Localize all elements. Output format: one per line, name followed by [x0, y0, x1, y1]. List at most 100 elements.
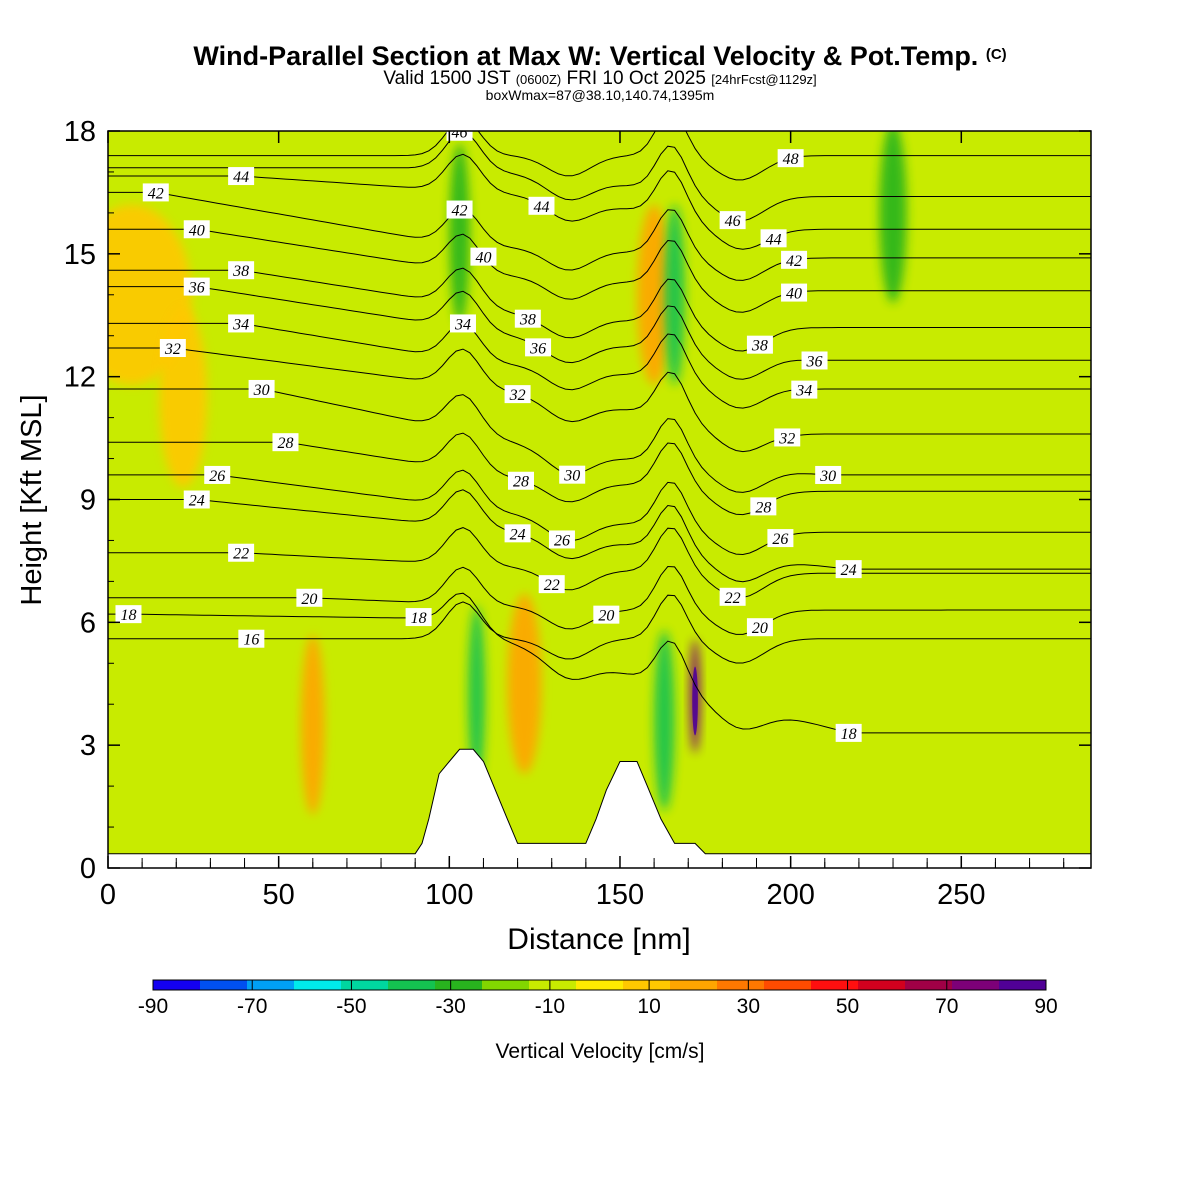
contour-label-box [248, 379, 275, 398]
y-tick-label: 12 [64, 362, 96, 394]
x-tick-label: 0 [100, 879, 116, 911]
contour-label-text: 16 [243, 632, 259, 649]
chart-title-main: Wind-Parallel Section at Max W: Vertical… [193, 41, 979, 71]
contour-label-20: 20 [296, 588, 323, 608]
contour-label-text: 44 [233, 169, 249, 186]
contour-label-text: 32 [164, 341, 181, 358]
isentrope-46 [108, 131, 1091, 222]
contour-label-box [767, 529, 794, 548]
colorbar-tick-label: 90 [1034, 995, 1057, 1018]
contour-label-text: 40 [189, 222, 205, 239]
x-tick-label: 150 [596, 879, 644, 911]
contour-label-text: 18 [411, 610, 427, 627]
contour-label-text: 30 [253, 382, 270, 399]
contour-label-text: 38 [519, 312, 536, 329]
isentrope-34 [108, 322, 1091, 409]
velocity-core [692, 666, 698, 736]
contour-label-box [204, 465, 231, 484]
x-axis-label: Distance [nm] [507, 923, 690, 956]
contour-label-46: 46 [719, 211, 746, 230]
colorbar-tick-label: 50 [836, 995, 859, 1018]
isentrope-26 [108, 469, 1091, 556]
y-tick-label: 3 [80, 730, 96, 762]
contour-label-box [507, 471, 534, 490]
contour-label-text: 26 [554, 532, 570, 549]
colorbar-swatch [999, 980, 1047, 990]
contour-label-text: 38 [232, 263, 249, 280]
contour-label-box [183, 490, 210, 509]
colorbar-tick-label: -90 [138, 995, 168, 1018]
velocity-cell [507, 593, 542, 774]
contour-label-38: 38 [228, 261, 255, 280]
contour-label-18: 18 [115, 605, 142, 624]
colorbar-swatch [482, 980, 530, 990]
contour-label-42: 42 [142, 183, 169, 202]
contour-label-box [593, 605, 620, 624]
isentrope-38 [108, 267, 1091, 352]
contour-label-box [504, 385, 531, 404]
contour-label-40: 40 [183, 220, 210, 239]
y-tick-label: 9 [80, 485, 96, 517]
colorbar-swatch [576, 980, 624, 990]
contour-label-30: 30 [815, 465, 842, 485]
contour-label-box [760, 229, 787, 248]
valid-time-line: Valid 1500 JST (0600Z) FRI 10 Oct 2025 [… [0, 69, 1200, 90]
contour-label-box [719, 211, 746, 230]
y-tick-label: 18 [64, 116, 96, 148]
contour-label-26: 26 [548, 530, 575, 549]
contour-label-48: 48 [777, 149, 804, 168]
contour-label-text: 20 [598, 608, 614, 625]
box-info: boxWmax=87@38.10,140.74,1395m [485, 87, 715, 103]
contour-label-34: 34 [228, 314, 255, 333]
contour-label-42: 42 [781, 250, 808, 270]
contour-label-box [781, 250, 808, 269]
contour-label-text: 36 [188, 280, 205, 297]
contour-label-box [159, 339, 186, 358]
contour-label-box [801, 351, 828, 370]
contour-label-text: 26 [772, 531, 788, 548]
contour-label-44: 44 [528, 196, 555, 216]
contour-label-22: 22 [228, 543, 255, 563]
contour-label-32: 32 [774, 428, 801, 447]
contour-label-28: 28 [272, 433, 299, 452]
contour-label-box [791, 380, 818, 399]
contour-label-text: 24 [841, 562, 857, 579]
contour-label-box [835, 723, 862, 742]
contour-label-text: 28 [513, 474, 529, 491]
chart-title-mark: (C) [985, 46, 1007, 63]
contour-label-28: 28 [507, 471, 534, 491]
colorbar-swatch [764, 980, 812, 990]
velocity-cell [468, 605, 486, 787]
contour-label-30: 30 [559, 465, 586, 485]
contour-label-text: 22 [233, 546, 249, 563]
isentrope-36 [108, 286, 1091, 380]
contour-label-text: 18 [120, 607, 136, 624]
isentrope-28 [108, 432, 1091, 516]
colorbar-swatch [294, 980, 342, 990]
contour-label-42: 42 [446, 200, 473, 220]
contour-label-box [504, 524, 531, 543]
contour-label-text: 46 [725, 213, 741, 230]
contour-label-40: 40 [781, 283, 808, 303]
isentrope-32 [108, 347, 1091, 453]
y-tick-label: 15 [64, 239, 96, 271]
contour-label-44: 44 [228, 167, 255, 186]
colorbar-swatch [670, 980, 718, 990]
colorbar-swatch [435, 980, 483, 990]
contour-label-text: 42 [786, 253, 802, 270]
contour-label-46: 46 [446, 131, 473, 142]
contour-label-box [470, 247, 497, 266]
contour-label-box [142, 183, 169, 202]
contour-label-box [528, 196, 555, 215]
contour-label-text: 42 [148, 185, 164, 202]
contour-label-34: 34 [791, 380, 818, 400]
contour-label-text: 32 [778, 430, 795, 447]
x-tick-label: 100 [425, 879, 473, 911]
colorbar-swatch [200, 980, 248, 990]
contour-label-20: 20 [746, 618, 773, 637]
velocity-cell [654, 630, 675, 811]
contour-label-box [525, 338, 552, 357]
contour-label-box [228, 543, 255, 562]
colorbar-label: Vertical Velocity [cm/s] [496, 1040, 705, 1063]
